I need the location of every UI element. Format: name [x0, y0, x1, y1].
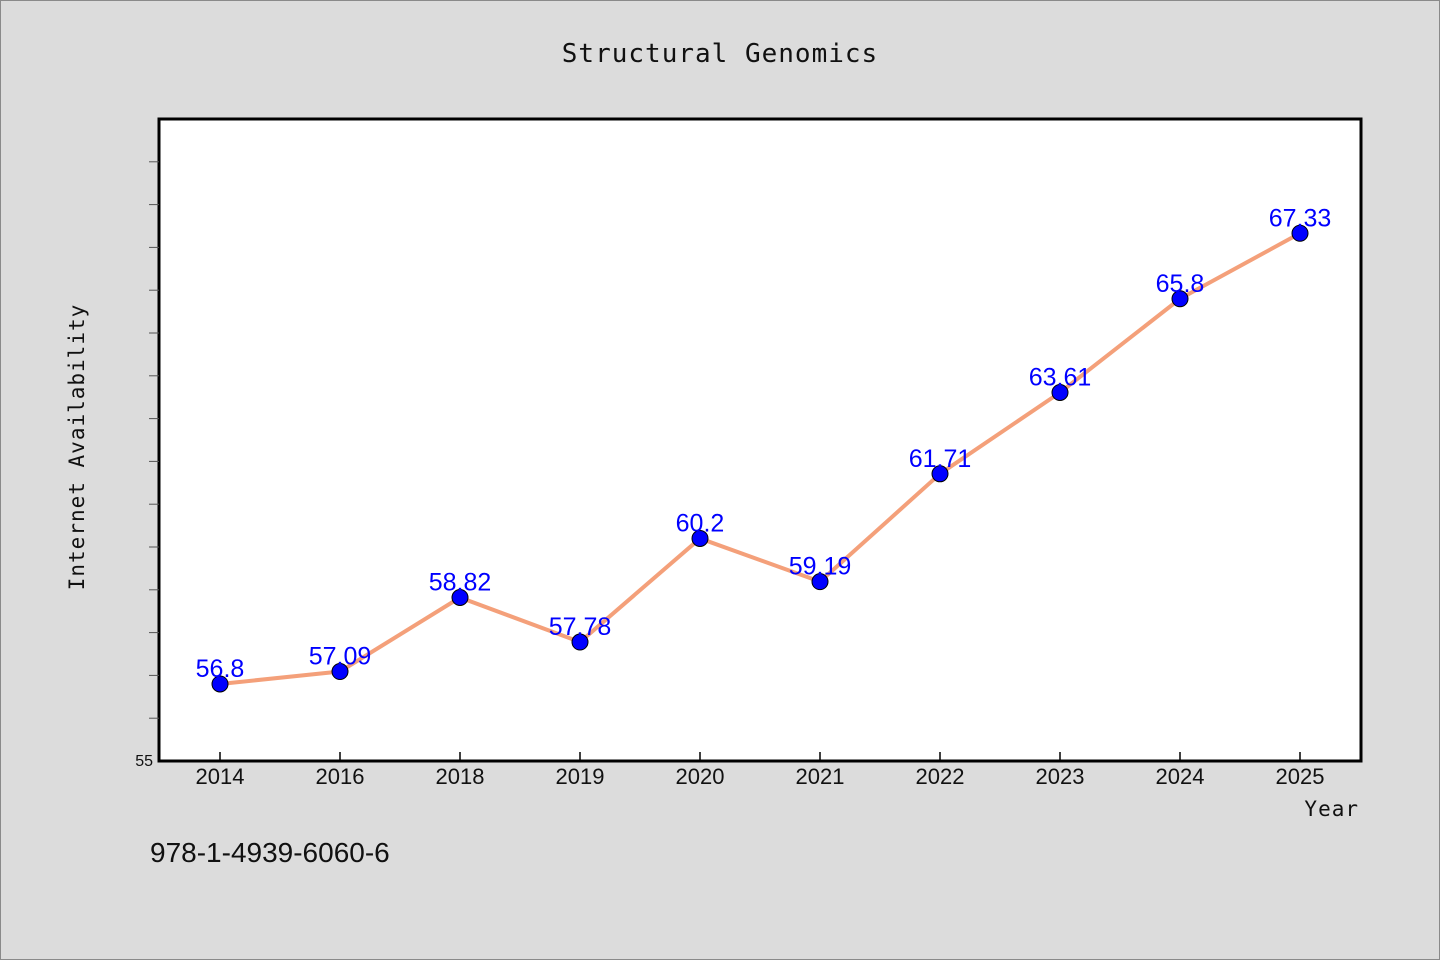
data-point — [331, 663, 349, 681]
data-point — [211, 675, 229, 693]
x-axis-tick-labels: 2014 2016 2018 2019 2020 2021 2022 2023 2024 2025 — [196, 764, 1325, 789]
data-label: 57.09 — [309, 643, 372, 671]
data-point — [1171, 290, 1189, 308]
x-tick-label: 2019 — [556, 764, 605, 789]
x-tick-label: 2020 — [676, 764, 725, 789]
data-label: 67.33 — [1269, 204, 1332, 232]
data-label: 59.19 — [789, 553, 852, 581]
data-point — [1291, 224, 1309, 242]
data-label: 58.82 — [429, 569, 492, 597]
data-label: 61.71 — [909, 445, 972, 473]
data-label: 60.2 — [676, 509, 725, 537]
series-markers — [211, 224, 1309, 693]
data-point — [931, 465, 949, 483]
data-point — [691, 529, 709, 547]
x-tick-label: 2023 — [1036, 764, 1085, 789]
x-axis-title: Year — [1304, 797, 1359, 821]
data-label: 56.8 — [196, 655, 245, 683]
x-tick-label: 2022 — [916, 764, 965, 789]
x-tick-label: 2021 — [796, 764, 845, 789]
y-axis-ticks — [149, 161, 159, 719]
plot-area — [157, 117, 1363, 763]
isbn-text: 978-1-4939-6060-6 — [150, 837, 390, 868]
y-axis-title: Internet Availability — [65, 304, 89, 591]
data-point — [571, 633, 589, 651]
data-labels: 56.8 57.09 58.82 57.78 60.2 59.19 61.71 63.61 65… — [196, 204, 1332, 683]
data-point — [811, 573, 829, 591]
x-tick-label: 2018 — [436, 764, 485, 789]
x-tick-label: 2025 — [1276, 764, 1325, 789]
x-axis-ticks — [219, 752, 1301, 761]
data-label: 57.78 — [549, 613, 612, 641]
series-line — [219, 231, 1301, 686]
x-tick-label: 2024 — [1156, 764, 1205, 789]
x-tick-label: 2014 — [196, 764, 245, 789]
x-tick-label: 2016 — [316, 764, 365, 789]
data-label: 63.61 — [1029, 363, 1092, 391]
y-tick-label-min: 55 — [135, 753, 153, 770]
data-point — [1051, 383, 1069, 401]
data-point — [451, 589, 469, 607]
chart-title: Structural Genomics — [562, 39, 878, 69]
data-label: 65.8 — [1156, 270, 1205, 298]
